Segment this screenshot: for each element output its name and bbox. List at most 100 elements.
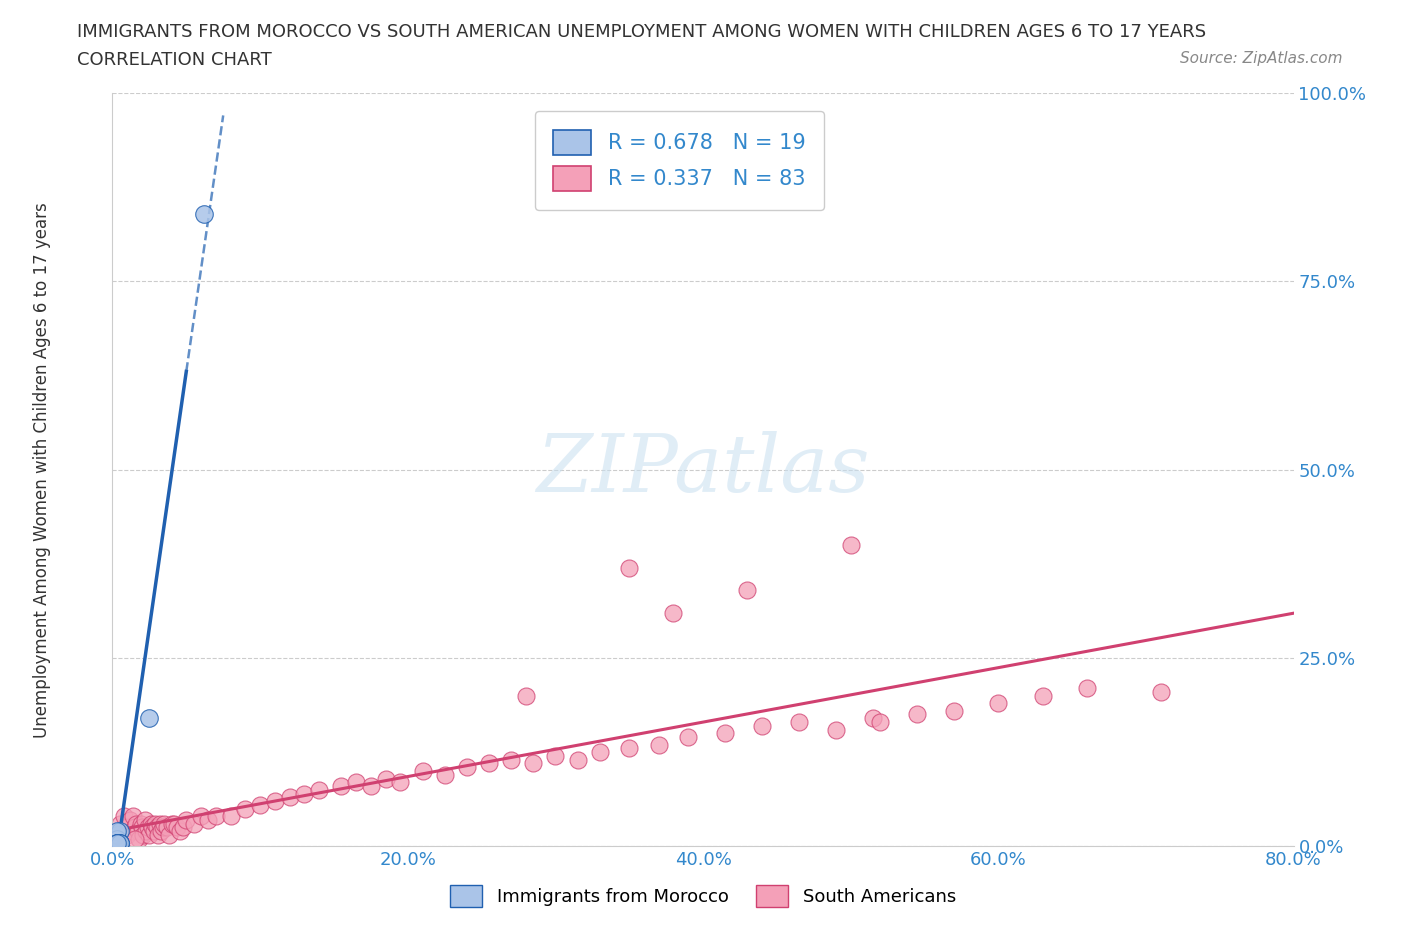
Point [149, 817, 172, 831]
Point [132, 828, 155, 843]
Point [501, 752, 523, 767]
Point [344, 775, 367, 790]
Point [107, 839, 129, 854]
Point [360, 778, 382, 793]
Point [714, 726, 737, 741]
Point [219, 809, 242, 824]
Point [862, 711, 884, 725]
Point [105, 831, 128, 846]
Point [139, 817, 162, 831]
Point [111, 824, 134, 839]
Point [107, 835, 129, 850]
Point [1150, 684, 1173, 699]
Point [120, 813, 142, 828]
Point [249, 797, 271, 812]
Point [105, 828, 128, 843]
Point [233, 802, 256, 817]
Point [107, 835, 129, 850]
Point [1032, 688, 1054, 703]
Point [166, 820, 188, 835]
Point [308, 782, 330, 797]
Point [125, 817, 148, 831]
Point [193, 206, 215, 221]
Point [121, 824, 143, 839]
Point [662, 605, 685, 620]
Point [105, 835, 128, 850]
Point [264, 793, 287, 808]
Point [157, 828, 180, 843]
Point [108, 835, 131, 850]
Point [588, 745, 610, 760]
Point [737, 583, 759, 598]
Point [619, 560, 641, 575]
Point [411, 764, 433, 778]
Point [190, 809, 212, 824]
Point [678, 730, 700, 745]
Point [292, 786, 315, 801]
Point [136, 820, 159, 835]
Point [124, 820, 146, 835]
Point [135, 824, 157, 839]
Point [278, 790, 301, 804]
Point [138, 711, 160, 725]
Text: CORRELATION CHART: CORRELATION CHART [77, 51, 273, 69]
Point [183, 817, 205, 831]
Point [1076, 681, 1098, 696]
Point [129, 817, 152, 831]
Point [107, 839, 129, 854]
Point [141, 820, 163, 835]
Point [108, 817, 131, 831]
Point [148, 828, 170, 843]
Point [839, 538, 862, 552]
Point [374, 771, 396, 786]
Point [124, 831, 146, 846]
Legend: Immigrants from Morocco, South Americans: Immigrants from Morocco, South Americans [441, 876, 965, 916]
Point [619, 741, 641, 756]
Point [169, 824, 191, 839]
Point [105, 835, 128, 850]
Point [107, 835, 129, 850]
Point [108, 824, 131, 839]
Point [112, 809, 135, 824]
Point [515, 688, 537, 703]
Point [174, 813, 197, 828]
Point [433, 767, 456, 782]
Point [122, 809, 145, 824]
Point [156, 820, 179, 835]
Point [456, 760, 478, 775]
Point [647, 737, 671, 752]
Text: Unemployment Among Women with Children Ages 6 to 17 years: Unemployment Among Women with Children A… [32, 202, 51, 737]
Point [142, 824, 165, 839]
Point [330, 778, 353, 793]
Point [160, 817, 183, 831]
Point [544, 749, 567, 764]
Point [942, 703, 965, 718]
Point [869, 714, 891, 729]
Point [905, 707, 928, 722]
Point [751, 718, 773, 733]
Point [205, 809, 228, 824]
Point [117, 828, 138, 843]
Point [108, 835, 131, 850]
Point [987, 696, 1010, 711]
Point [105, 835, 128, 850]
Text: IMMIGRANTS FROM MOROCCO VS SOUTH AMERICAN UNEMPLOYMENT AMONG WOMEN WITH CHILDREN: IMMIGRANTS FROM MOROCCO VS SOUTH AMERICA… [77, 23, 1206, 41]
Point [105, 835, 128, 850]
Point [128, 831, 150, 846]
Point [787, 714, 810, 729]
Point [478, 756, 501, 771]
Point [522, 756, 544, 771]
Point [138, 828, 160, 843]
Legend: R = 0.678   N = 19, R = 0.337   N = 83: R = 0.678 N = 19, R = 0.337 N = 83 [534, 111, 824, 209]
Point [131, 820, 153, 835]
Point [107, 835, 129, 850]
Point [146, 820, 169, 835]
Point [197, 813, 219, 828]
Point [172, 820, 194, 835]
Point [152, 820, 174, 835]
Point [108, 835, 131, 850]
Point [134, 813, 156, 828]
Point [127, 824, 149, 839]
Text: ZIPatlas: ZIPatlas [536, 431, 870, 509]
Text: Source: ZipAtlas.com: Source: ZipAtlas.com [1180, 51, 1343, 66]
